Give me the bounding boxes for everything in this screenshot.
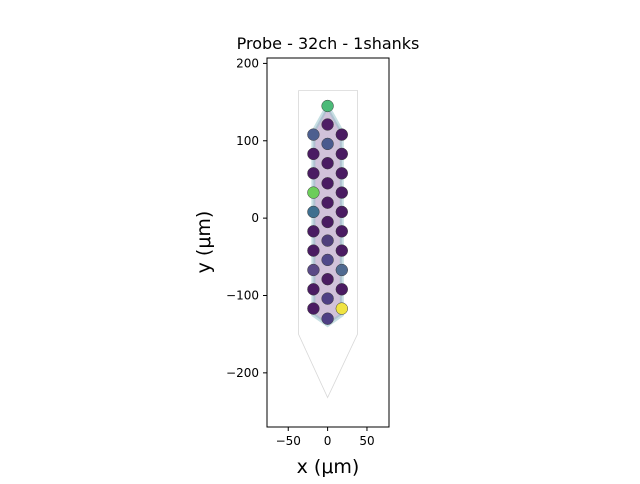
contact-18 <box>335 225 348 238</box>
contact-13 <box>321 177 334 190</box>
contact-21 <box>335 244 348 257</box>
y-tick-label: −100 <box>226 288 259 302</box>
contact-10 <box>321 157 334 170</box>
contact-4 <box>321 118 334 131</box>
contact-11 <box>307 186 320 199</box>
x-ticks: −50 0 50 <box>276 427 375 448</box>
y-tick-label: −200 <box>226 366 259 380</box>
chart-title: Probe - 32ch - 1shanks <box>237 34 420 53</box>
contact-9 <box>335 167 348 180</box>
contact-29 <box>307 302 320 315</box>
y-tick-label: 0 <box>251 211 259 225</box>
contact-27 <box>335 283 348 296</box>
contact-24 <box>335 263 348 277</box>
contact-12 <box>335 186 348 199</box>
x-tick-label: 0 <box>324 434 332 448</box>
contact-31 <box>321 292 334 305</box>
contact-25 <box>321 253 334 267</box>
contact-5 <box>307 147 320 161</box>
x-tick-label: 50 <box>359 434 374 448</box>
probe-outline <box>298 90 358 399</box>
contacts-layer <box>307 99 348 325</box>
contact-26 <box>307 283 320 296</box>
contact-15 <box>335 205 348 219</box>
contact-23 <box>307 263 320 277</box>
contact-1 <box>321 99 334 113</box>
contact-20 <box>307 244 320 257</box>
contact-22 <box>321 234 334 247</box>
x-axis-label: x (μm) <box>297 456 360 478</box>
contact-8 <box>307 167 320 180</box>
y-tick-label: 100 <box>236 134 259 148</box>
contact-2 <box>307 128 320 141</box>
contact-6 <box>335 147 348 161</box>
y-tick-label: 200 <box>236 56 259 70</box>
contact-19 <box>321 215 334 229</box>
contact-14 <box>307 205 320 219</box>
contact-17 <box>307 225 320 238</box>
contact-32 <box>321 312 334 325</box>
y-axis-label: y (μm) <box>193 211 215 274</box>
contact-30 <box>335 302 348 315</box>
x-tick-label: −50 <box>276 434 301 448</box>
y-ticks: −200 −100 0 100 200 <box>226 56 267 380</box>
contact-3 <box>335 128 348 141</box>
contact-7 <box>321 137 334 151</box>
contact-16 <box>321 196 334 209</box>
contact-28 <box>321 273 334 286</box>
